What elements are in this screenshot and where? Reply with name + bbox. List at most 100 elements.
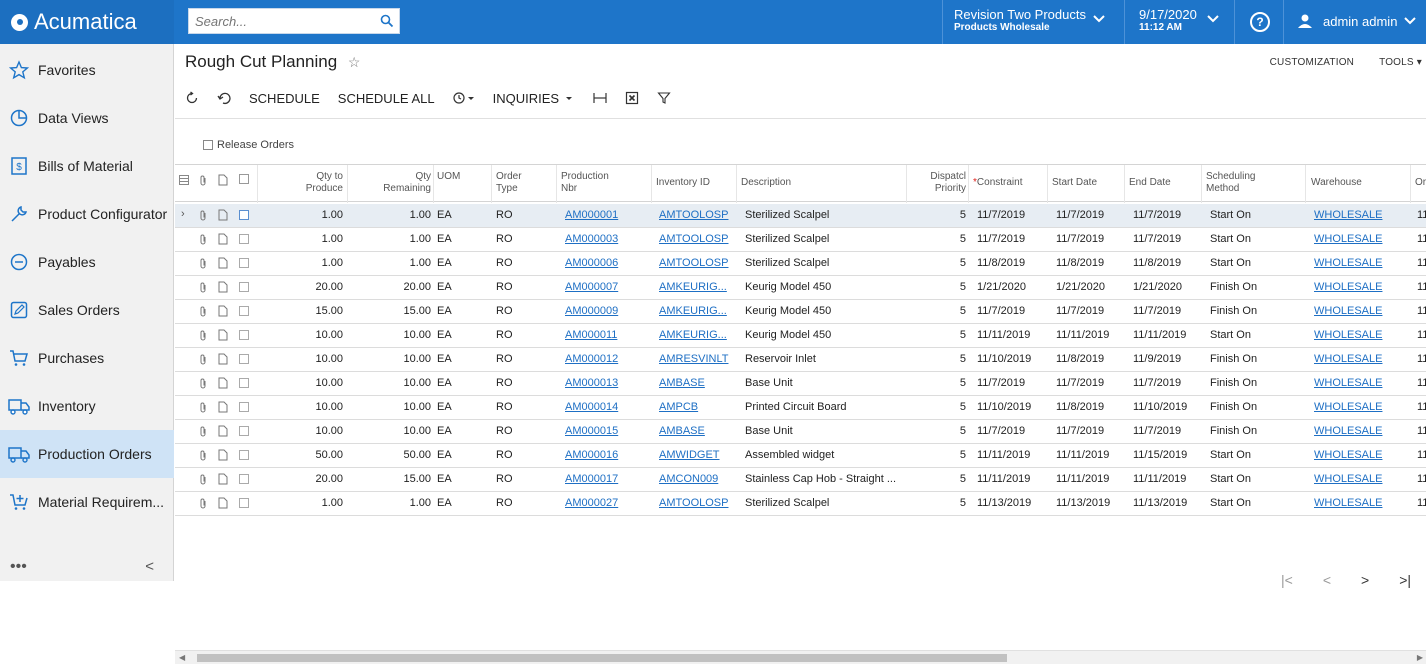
table-row[interactable]: › 1.00 1.00 EA RO AM000001 AMTOOLOSP Sterilized…	[175, 204, 1426, 228]
attachment-icon[interactable]	[199, 234, 207, 248]
note-icon[interactable]	[218, 425, 228, 440]
cell-inventory-id-link[interactable]: AMBASE	[659, 425, 705, 437]
table-row[interactable]: 50.00 50.00 EA RO AM000016 AMWIDGET Assembled …	[175, 444, 1426, 468]
table-row[interactable]: 10.00 10.00 EA RO AM000011 AMKEURIG... Keurig …	[175, 324, 1426, 348]
col-order-date[interactable]: Or	[1415, 177, 1426, 188]
cell-warehouse-link[interactable]: WHOLESALE	[1314, 401, 1383, 413]
row-expand-icon[interactable]: ›	[181, 208, 185, 220]
col-description[interactable]: Description	[741, 177, 792, 188]
attachment-icon[interactable]	[199, 450, 207, 464]
note-icon[interactable]	[218, 353, 228, 368]
sidebar-item-bills-of-material[interactable]: $ Bills of Material	[0, 142, 174, 190]
sidebar-item-purchases[interactable]: Purchases	[0, 334, 174, 382]
col-inventory-id[interactable]: Inventory ID	[656, 177, 710, 188]
note-icon[interactable]	[218, 473, 228, 488]
cell-production-nbr-link[interactable]: AM000003	[565, 233, 619, 245]
scroll-left-icon[interactable]: ◀	[179, 653, 186, 662]
col-qty-to-produce[interactable]: Qty to Produce	[261, 171, 343, 195]
row-select-checkbox[interactable]	[239, 450, 249, 463]
search-input[interactable]	[189, 9, 375, 33]
table-row[interactable]: 1.00 1.00 EA RO AM000006 AMTOOLOSP Sterilized …	[175, 252, 1426, 276]
select-all-checkbox[interactable]	[239, 174, 249, 188]
col-end-date[interactable]: End Date	[1129, 177, 1171, 188]
sidebar-item-payables[interactable]: Payables	[0, 238, 174, 286]
note-icon[interactable]	[218, 329, 228, 344]
row-select-checkbox[interactable]	[239, 402, 249, 415]
sidebar-item-material-requirements[interactable]: Material Requirem...	[0, 478, 174, 526]
note-icon[interactable]	[218, 305, 228, 320]
table-row[interactable]: 20.00 15.00 EA RO AM000017 AMCON009 Stainless …	[175, 468, 1426, 492]
col-order-type[interactable]: Order Type	[496, 171, 522, 195]
schedule-all-button[interactable]: SCHEDULE ALL	[337, 90, 435, 106]
col-constraint[interactable]: *Constraint	[973, 177, 1022, 189]
cell-production-nbr-link[interactable]: AM000001	[565, 209, 619, 221]
sidebar-item-production-orders[interactable]: Production Orders	[0, 430, 174, 478]
attachment-icon[interactable]	[199, 378, 207, 392]
row-select-checkbox[interactable]	[239, 498, 249, 511]
note-icon[interactable]	[218, 233, 228, 248]
inquiries-menu[interactable]: INQUIRIES	[493, 91, 575, 106]
cell-production-nbr-link[interactable]: AM000012	[565, 353, 619, 365]
attachment-icon[interactable]	[199, 306, 207, 320]
search-box[interactable]	[188, 8, 400, 34]
note-icon[interactable]	[218, 401, 228, 416]
schedule-button[interactable]: SCHEDULE	[249, 90, 320, 106]
attachment-icon[interactable]	[199, 210, 207, 224]
cell-warehouse-link[interactable]: WHOLESALE	[1314, 377, 1383, 389]
fit-columns-icon[interactable]	[593, 91, 607, 105]
cell-production-nbr-link[interactable]: AM000014	[565, 401, 619, 413]
col-scheduling-method[interactable]: Scheduling Method	[1206, 171, 1255, 195]
col-start-date[interactable]: Start Date	[1052, 177, 1098, 188]
cell-production-nbr-link[interactable]: AM000016	[565, 449, 619, 461]
chevron-down-icon[interactable]	[1092, 12, 1106, 31]
cell-warehouse-link[interactable]: WHOLESALE	[1314, 329, 1383, 341]
table-row[interactable]: 20.00 20.00 EA RO AM000007 AMKEURIG... Keurig …	[175, 276, 1426, 300]
sidebar-item-sales-orders[interactable]: Sales Orders	[0, 286, 174, 334]
cell-warehouse-link[interactable]: WHOLESALE	[1314, 497, 1383, 509]
attachment-icon[interactable]	[199, 426, 207, 440]
search-icon[interactable]	[375, 9, 399, 33]
table-row[interactable]: 10.00 10.00 EA RO AM000012 AMRESVINLT Reservoi…	[175, 348, 1426, 372]
note-icon[interactable]	[218, 257, 228, 272]
cell-production-nbr-link[interactable]: AM000013	[565, 377, 619, 389]
attachment-icon[interactable]	[199, 282, 207, 296]
cell-production-nbr-link[interactable]: AM000027	[565, 497, 619, 509]
favorite-star-icon[interactable]: ☆	[347, 54, 361, 70]
business-date[interactable]: 9/17/2020 11:12 AM	[1139, 7, 1197, 33]
note-icon[interactable]	[218, 281, 228, 296]
row-select-checkbox[interactable]	[239, 378, 249, 391]
row-select-checkbox[interactable]	[239, 354, 249, 367]
sidebar-item-favorites[interactable]: Favorites	[0, 46, 174, 94]
undo-icon[interactable]	[217, 91, 231, 105]
cell-warehouse-link[interactable]: WHOLESALE	[1314, 473, 1383, 485]
user-menu[interactable]: admin admin	[1297, 13, 1417, 29]
cell-inventory-id-link[interactable]: AMTOOLOSP	[659, 233, 729, 245]
table-row[interactable]: 1.00 1.00 EA RO AM000003 AMTOOLOSP Sterilized …	[175, 228, 1426, 252]
cell-inventory-id-link[interactable]: AMWIDGET	[659, 449, 720, 461]
row-select-checkbox[interactable]	[239, 258, 249, 271]
row-select-checkbox[interactable]	[239, 282, 249, 295]
attachment-icon[interactable]	[199, 258, 207, 272]
more-icon[interactable]: •••	[10, 557, 27, 575]
scroll-right-icon[interactable]: ▶	[1416, 653, 1423, 662]
cell-production-nbr-link[interactable]: AM000011	[565, 329, 618, 341]
attachment-icon[interactable]	[199, 474, 207, 488]
horizontal-scrollbar[interactable]: ◀ ▶	[175, 650, 1426, 664]
cell-inventory-id-link[interactable]: AMTOOLOSP	[659, 497, 729, 509]
last-page-icon[interactable]: >|	[1399, 572, 1411, 588]
cell-warehouse-link[interactable]: WHOLESALE	[1314, 425, 1383, 437]
cell-production-nbr-link[interactable]: AM000017	[565, 473, 619, 485]
sidebar-item-inventory[interactable]: Inventory	[0, 382, 174, 430]
col-qty-remaining[interactable]: Qty Remaining	[351, 171, 431, 195]
row-select-checkbox[interactable]	[239, 426, 249, 439]
cell-inventory-id-link[interactable]: AMKEURIG...	[659, 305, 727, 317]
cell-warehouse-link[interactable]: WHOLESALE	[1314, 233, 1383, 245]
cell-inventory-id-link[interactable]: AMKEURIG...	[659, 281, 727, 293]
note-icon[interactable]	[218, 209, 228, 224]
table-row[interactable]: 10.00 10.00 EA RO AM000013 AMBASE Base Unit 5 11…	[175, 372, 1426, 396]
attachment-icon[interactable]	[199, 402, 207, 416]
note-icon[interactable]	[218, 449, 228, 464]
row-select-checkbox[interactable]	[239, 210, 249, 223]
table-row[interactable]: 1.00 1.00 EA RO AM000027 AMTOOLOSP Sterilized …	[175, 492, 1426, 516]
attachment-icon[interactable]	[199, 330, 207, 344]
